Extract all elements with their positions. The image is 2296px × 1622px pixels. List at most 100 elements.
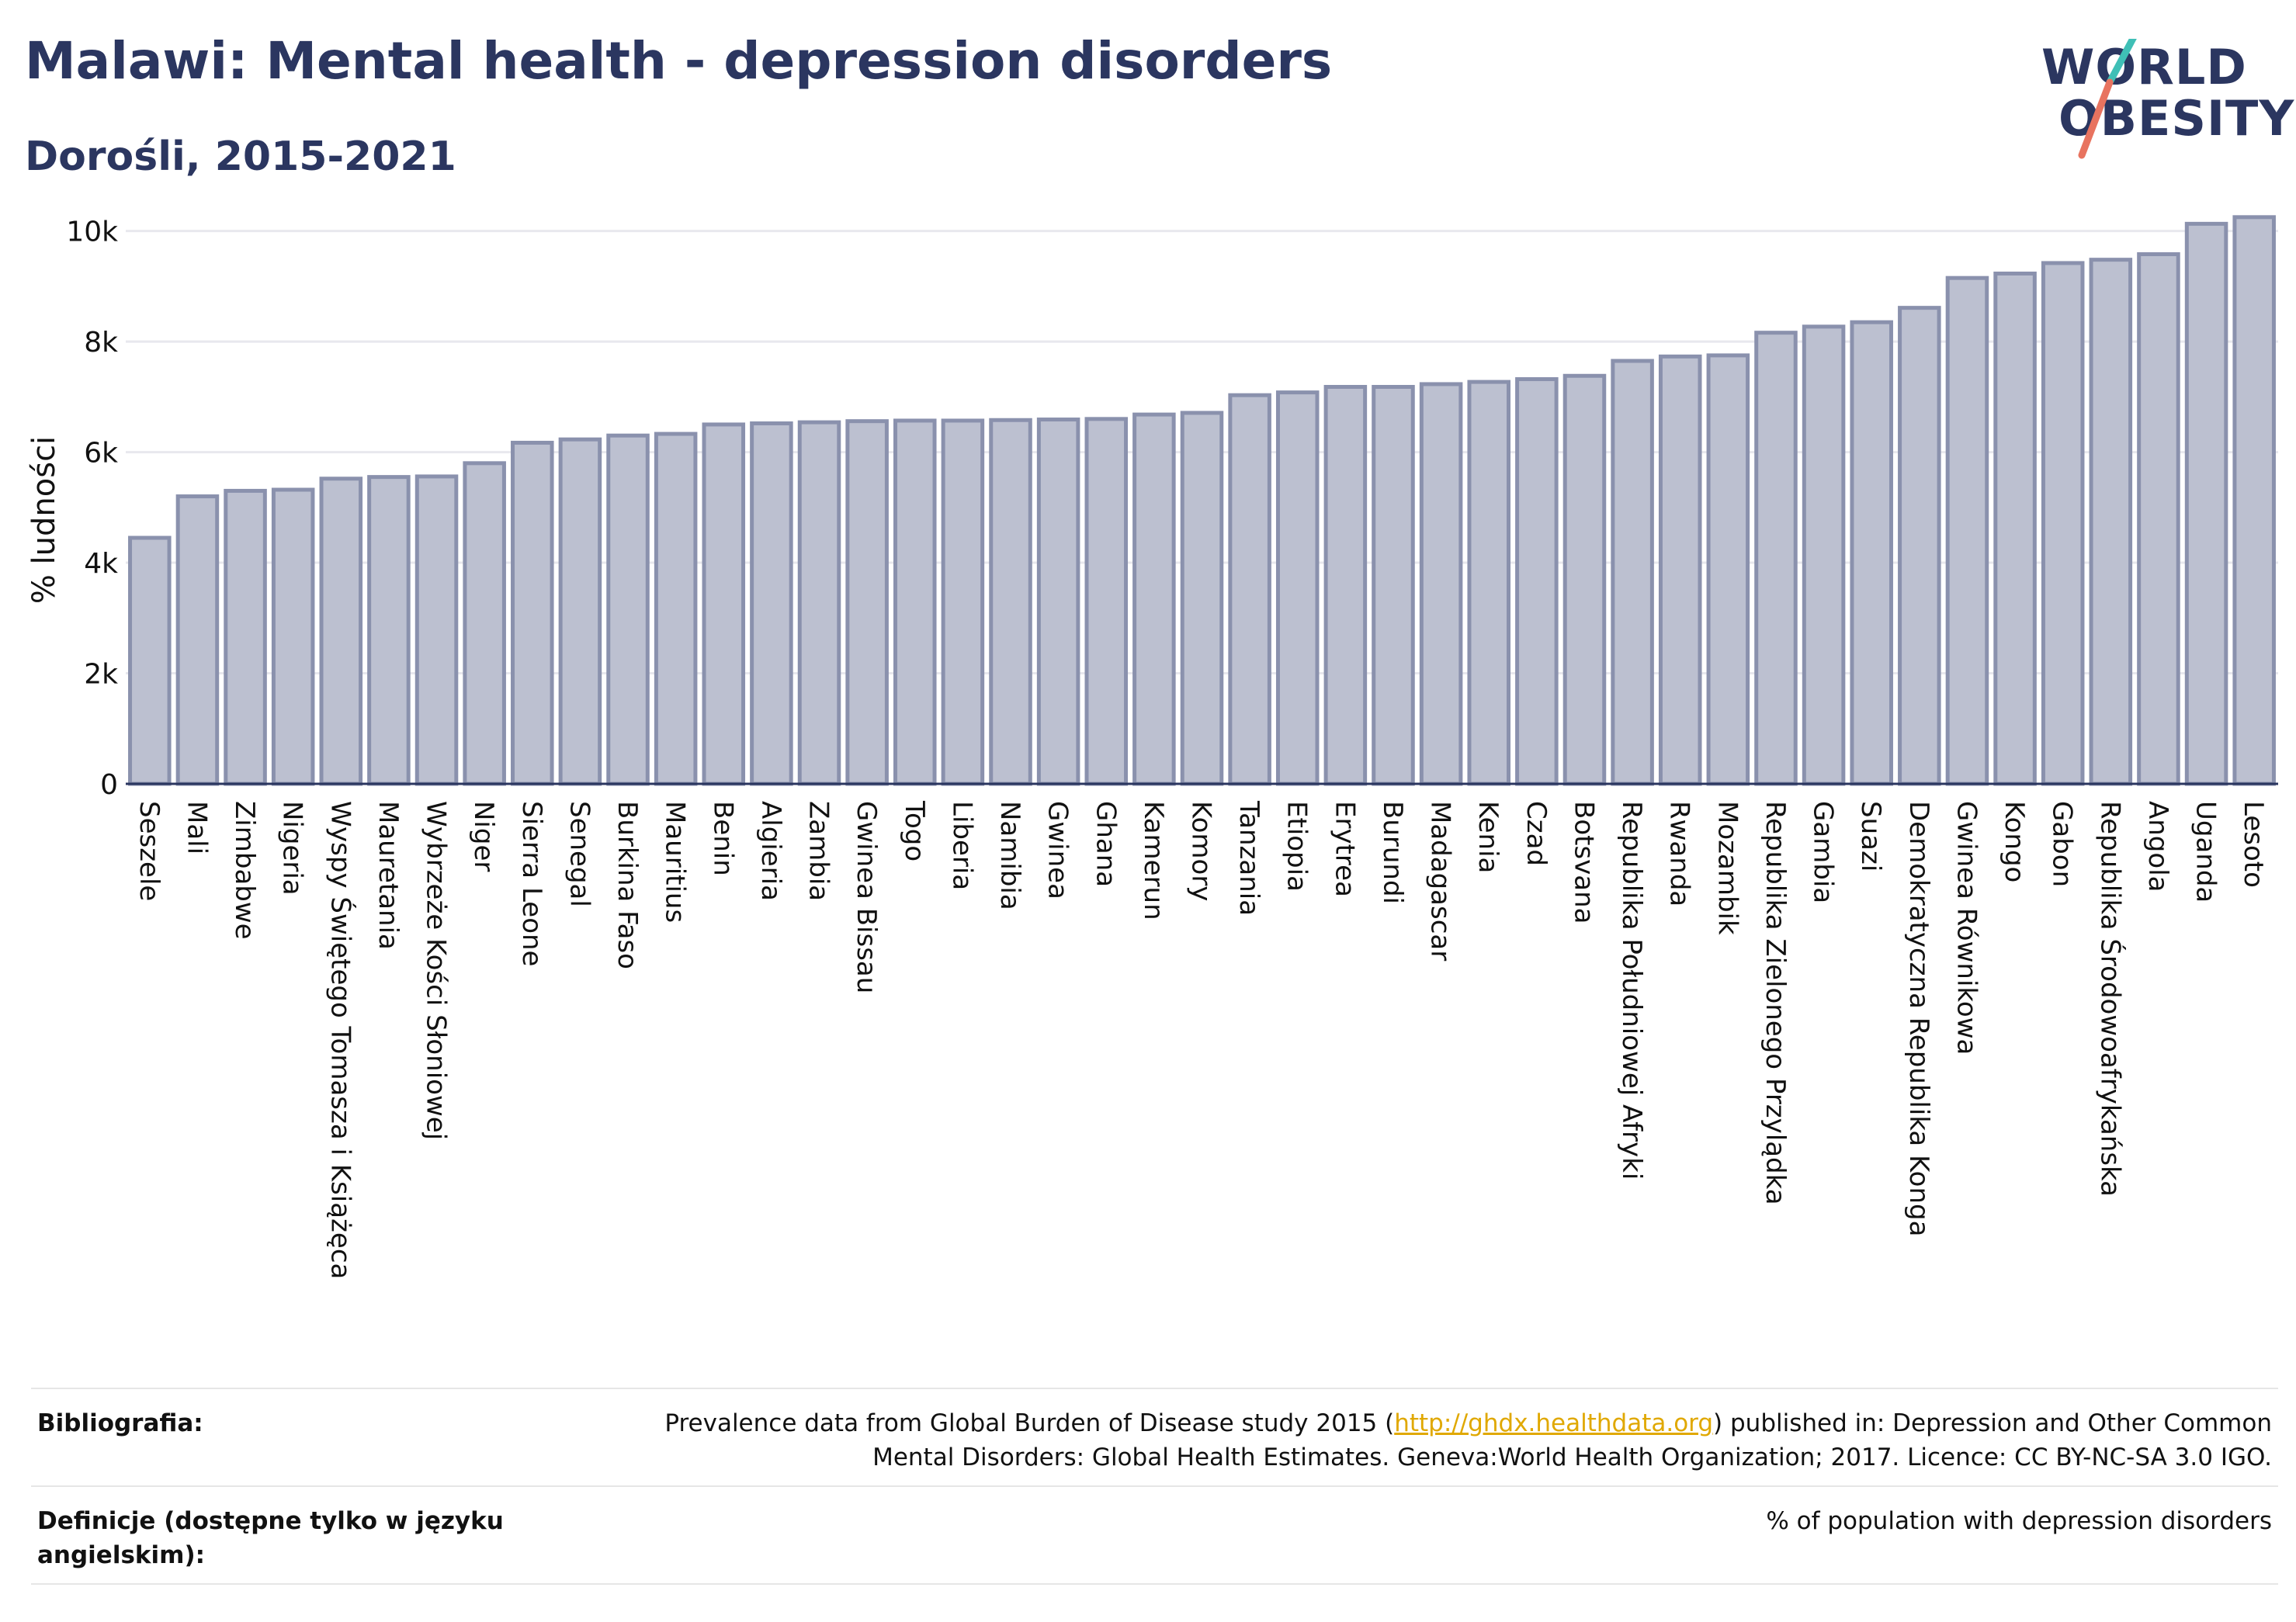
x-tick-label: Mauritius — [660, 801, 691, 923]
bar — [224, 488, 267, 786]
x-tick-label: Mauretania — [373, 801, 404, 950]
bar — [319, 477, 363, 786]
bar — [1084, 417, 1129, 786]
bar — [1323, 385, 1368, 786]
x-tick-label: Sierra Leone — [516, 801, 547, 966]
x-tick-label: Algieria — [755, 801, 786, 901]
definitions-label: Definicje (dostępne tylko w języku angie… — [37, 1504, 504, 1572]
bar — [702, 422, 746, 786]
bar — [1898, 306, 1941, 786]
bar — [941, 418, 985, 786]
bar — [2232, 215, 2276, 786]
y-axis-label: % ludności — [26, 436, 62, 604]
bar — [1850, 320, 1893, 786]
x-tick-labels: Seszele Mali Zimbabwe Nigeria Wyspy Świętego… — [134, 800, 2269, 1279]
bar — [414, 474, 459, 786]
x-tick-label: Zimbabwe — [229, 801, 260, 940]
x-tick-label: Burundi — [1377, 801, 1408, 904]
bar — [1945, 276, 1989, 786]
bibliography-text: Prevalence data from Global Burden of Di… — [664, 1406, 2272, 1475]
x-tick-label: Namibia — [994, 801, 1025, 910]
x-tick-label: Kamerun — [1138, 801, 1169, 920]
x-tick-label: Mali — [181, 801, 212, 854]
y-tick-label: 6k — [84, 438, 118, 470]
bar — [2089, 258, 2133, 786]
bar — [1180, 411, 1224, 786]
y-tick-label: 0 — [100, 769, 118, 801]
y-tick-label: 10k — [66, 217, 118, 248]
x-tick-label: Botsvana — [1568, 801, 1599, 924]
x-tick-label: Demokratyczna Republika Konga — [1903, 801, 1934, 1236]
definitions-label-line1: Definicje (dostępne tylko w języku — [37, 1507, 504, 1535]
x-tick-label: Gwinea — [1042, 801, 1073, 899]
bar — [845, 419, 889, 786]
bar — [511, 440, 554, 786]
bar — [367, 475, 411, 786]
x-tick-label: Senegal — [564, 801, 595, 907]
y-tick-label: 2k — [84, 659, 118, 691]
x-tick-label: Erytrea — [1329, 801, 1360, 897]
bibliography-link[interactable]: http://ghdx.healthdata.org — [1394, 1409, 1714, 1437]
bar — [750, 421, 793, 786]
y-tick-labels: 0 2k 4k 6k 8k 10k — [66, 217, 118, 801]
x-tick-label: Zambia — [803, 801, 834, 901]
x-tick-label: Liberia — [946, 801, 977, 890]
chart-subtitle: Dorośli, 2015-2021 — [25, 133, 456, 180]
bar — [1467, 380, 1510, 786]
x-tick-label: Madagascar — [1425, 801, 1456, 961]
x-tick-label: Gwinea Bissau — [851, 801, 882, 993]
bar — [2137, 252, 2180, 786]
bar — [463, 461, 506, 786]
bar — [1993, 271, 2037, 786]
bar — [271, 487, 315, 786]
chart-title: Malawi: Mental health - depression disor… — [25, 31, 1333, 91]
bar — [797, 420, 841, 786]
bar — [989, 418, 1032, 786]
x-tick-label: Seszele — [134, 801, 165, 901]
logo-slash-icon — [2078, 39, 2137, 159]
x-tick-label: Kongo — [1999, 801, 2030, 882]
x-tick-label: Nigeria — [277, 801, 308, 896]
bar — [1228, 393, 1271, 786]
bar — [1562, 373, 1607, 786]
x-tick-label: Gwinea Równikowa — [1951, 801, 1982, 1055]
definitions-value: % of population with depression disorder… — [1766, 1507, 2272, 1535]
x-tick-label: Rwanda — [1664, 801, 1695, 906]
footer-divider-bottom — [31, 1583, 2278, 1585]
x-tick-label: Suazi — [1855, 801, 1886, 872]
bar — [1372, 385, 1415, 786]
x-tick-label: Republika Zielonego Przylądka — [1760, 801, 1791, 1205]
bar — [175, 494, 220, 786]
bar — [1132, 412, 1176, 786]
bibliography-line1-post: ) published in: Depression and Other Com… — [1713, 1409, 2272, 1437]
bar — [2041, 261, 2085, 786]
x-tick-label: Tanzania — [1233, 800, 1264, 916]
x-tick-label: Kenia — [1472, 801, 1503, 873]
bar — [1802, 324, 1846, 786]
x-tick-label: Lesoto — [2238, 801, 2269, 888]
footer-divider-middle — [31, 1485, 2278, 1487]
bar — [1658, 354, 1702, 786]
bar — [654, 431, 698, 786]
bar — [1419, 382, 1463, 786]
bar — [2184, 221, 2228, 786]
footer-divider-top — [31, 1388, 2278, 1389]
y-tick-label: 8k — [84, 327, 118, 359]
bar — [1611, 359, 1654, 786]
x-tick-label: Republika Środowoafrykańska — [2094, 801, 2126, 1197]
x-tick-label: Togo — [899, 800, 930, 861]
bibliography-label: Bibliografia: — [37, 1409, 203, 1437]
x-tick-label: Wybrzeże Kości Słoniowej — [421, 801, 452, 1140]
bar — [558, 437, 602, 786]
x-tick-label: Czad — [1521, 801, 1552, 866]
x-tick-label: Etiopia — [1282, 801, 1313, 892]
x-tick-label: Uganda — [2190, 801, 2221, 903]
x-tick-label: Wyspy Świętego Tomasza i Książęca — [324, 801, 356, 1279]
bars — [128, 215, 2276, 786]
x-tick-label: Gambia — [1808, 801, 1839, 903]
world-obesity-logo: WORLD OBESITY — [2018, 39, 2294, 163]
logo-line-1: WORLD — [2041, 39, 2247, 95]
bar — [128, 535, 172, 786]
x-tick-label: Burkina Faso — [612, 801, 643, 969]
x-tick-label: Gabon — [2047, 801, 2078, 887]
